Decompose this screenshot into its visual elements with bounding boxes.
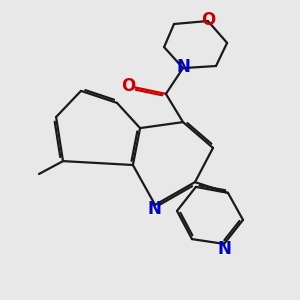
Text: N: N xyxy=(176,58,190,76)
Text: N: N xyxy=(217,240,231,258)
Text: O: O xyxy=(201,11,216,29)
Text: O: O xyxy=(121,76,136,94)
Text: N: N xyxy=(148,200,161,218)
